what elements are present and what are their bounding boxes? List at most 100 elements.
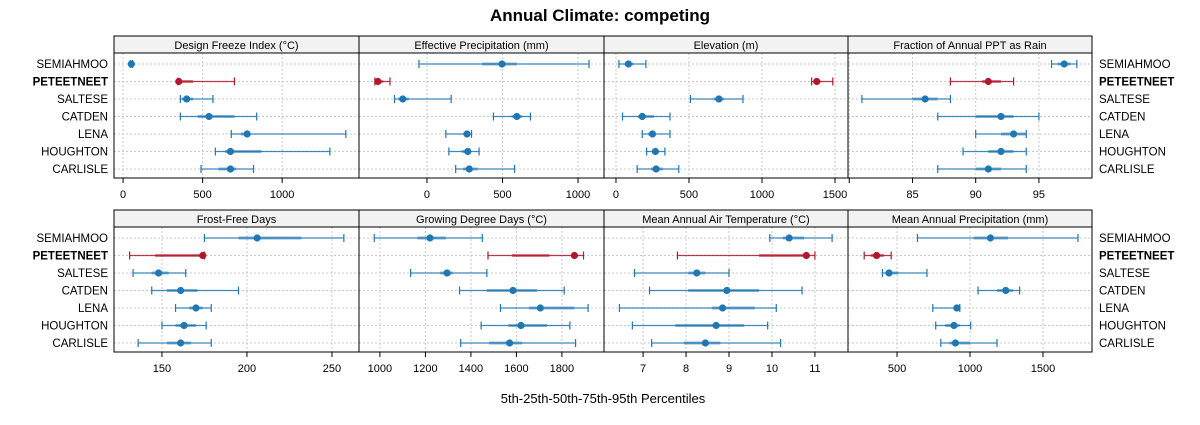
panels: Design Freeze Index (°C)0 500 1000Effectiv… bbox=[33, 35, 1174, 375]
median-point bbox=[226, 165, 235, 173]
x-tick-label: 500 bbox=[193, 189, 211, 201]
median-point bbox=[1060, 60, 1068, 68]
median-point bbox=[443, 269, 451, 277]
median-point bbox=[374, 77, 382, 86]
panel-6: Growing Degree Days (°C) 1000 1200 1400 1600… bbox=[358, 209, 605, 375]
median-point bbox=[953, 304, 961, 312]
median-point bbox=[984, 77, 992, 86]
median-point bbox=[399, 95, 407, 103]
median-point bbox=[997, 112, 1005, 121]
panel-title: Design Freeze Index (°C) bbox=[174, 40, 298, 52]
x-tick-label: 7 bbox=[640, 363, 646, 375]
median-point bbox=[463, 130, 471, 138]
median-point bbox=[701, 339, 709, 347]
median-point bbox=[205, 112, 213, 121]
x-tick-label: 1000 bbox=[368, 363, 392, 375]
site-label-left: PETEETNEET bbox=[33, 251, 108, 263]
panel-title: Fraction of Annual PPT as Rain bbox=[893, 40, 1046, 52]
panel-4: Fraction of Annual PPT as Rain 85 90 95 bbox=[847, 35, 1093, 201]
site-label-left: PETEETNEET bbox=[33, 77, 108, 89]
median-point bbox=[951, 339, 960, 347]
x-tick-label: 11 bbox=[809, 363, 820, 375]
x-tick-label: 1000 bbox=[958, 363, 982, 375]
median-point bbox=[997, 147, 1005, 156]
site-label-right: PETEETNEET bbox=[1099, 251, 1174, 263]
x-tick-label: 1600 bbox=[504, 363, 528, 375]
panel-title: Mean Annual Air Temperature (°C) bbox=[642, 214, 809, 226]
x-tick-label: 1000 bbox=[270, 189, 294, 201]
median-point bbox=[802, 251, 810, 260]
site-label-right: CARLISLE bbox=[1099, 338, 1155, 350]
site-label-left: SEMIAHMOO bbox=[36, 233, 108, 245]
median-point bbox=[873, 251, 881, 260]
x-tick-label: 10 bbox=[766, 363, 778, 375]
panel-8: Mean Annual Precipitation (mm) 500 1000 150… bbox=[847, 209, 1093, 375]
median-point bbox=[243, 130, 251, 138]
site-label-right: CATDEN bbox=[1099, 112, 1145, 124]
median-point bbox=[624, 60, 632, 68]
x-tick-label: 1500 bbox=[1031, 363, 1055, 375]
x-tick-label: 9 bbox=[726, 363, 732, 375]
x-tick-label: 1000 bbox=[566, 189, 590, 201]
x-tick-label: 1800 bbox=[550, 363, 574, 375]
median-point bbox=[253, 234, 261, 242]
x-tick-label: 500 bbox=[680, 189, 698, 201]
panel-border bbox=[358, 52, 605, 179]
x-tick-label: 150 bbox=[153, 363, 171, 375]
median-point bbox=[513, 112, 521, 121]
x-tick-label: 0 bbox=[613, 189, 619, 201]
x-axis-label: 5th-25th-50th-75th-95th Percentiles bbox=[501, 391, 706, 406]
median-point bbox=[885, 269, 893, 277]
median-point bbox=[652, 165, 660, 173]
x-tick-label: 1200 bbox=[413, 363, 437, 375]
site-label-left: SEMIAHMOO bbox=[36, 59, 108, 71]
median-point bbox=[950, 321, 958, 330]
panel-border bbox=[358, 226, 605, 353]
panel-border bbox=[113, 226, 360, 353]
median-point bbox=[517, 321, 525, 330]
median-point bbox=[183, 95, 191, 103]
panel-title: Elevation (m) bbox=[694, 40, 759, 52]
x-tick-label: 500 bbox=[888, 363, 906, 375]
panel-border bbox=[847, 52, 1093, 179]
median-point bbox=[465, 165, 473, 173]
median-point bbox=[509, 286, 517, 295]
x-tick-label: 90 bbox=[970, 189, 982, 201]
site-label-right: SALTESE bbox=[1099, 94, 1150, 106]
median-point bbox=[175, 77, 183, 86]
median-point bbox=[986, 234, 995, 242]
median-point bbox=[177, 339, 185, 347]
median-point bbox=[638, 112, 646, 121]
median-point bbox=[505, 339, 514, 347]
median-point bbox=[723, 286, 731, 295]
x-tick-label: 1000 bbox=[750, 189, 774, 201]
median-point bbox=[715, 95, 723, 103]
site-label-left: HOUGHTON bbox=[41, 147, 108, 159]
median-point bbox=[785, 234, 793, 242]
panel-title: Growing Degree Days (°C) bbox=[416, 214, 547, 226]
panel-5: Frost-Free Days 150 200 250 bbox=[113, 209, 360, 375]
site-label-right: SEMIAHMOO bbox=[1099, 233, 1171, 245]
x-tick-label: 95 bbox=[1033, 189, 1045, 201]
site-label-left: CARLISLE bbox=[52, 338, 108, 350]
panel-border bbox=[847, 226, 1093, 353]
site-label-left: CARLISLE bbox=[52, 164, 108, 176]
median-point bbox=[1010, 130, 1018, 138]
median-point bbox=[648, 130, 657, 138]
median-point bbox=[199, 251, 207, 260]
median-point bbox=[154, 269, 163, 277]
median-point bbox=[712, 321, 720, 330]
x-tick-label: 250 bbox=[323, 363, 341, 375]
site-label-right: LENA bbox=[1099, 303, 1129, 315]
median-point bbox=[1002, 286, 1010, 295]
site-label-right: HOUGHTON bbox=[1099, 147, 1166, 159]
median-point bbox=[127, 60, 135, 68]
panel-title: Mean Annual Precipitation (mm) bbox=[892, 214, 1049, 226]
chart-title: Annual Climate: competing bbox=[490, 6, 710, 25]
median-point bbox=[426, 234, 434, 242]
site-label-left: SALTESE bbox=[57, 94, 108, 106]
panel-2: Effective Precipitation (mm) 0 500 1000 bbox=[358, 35, 605, 201]
panel-1: Design Freeze Index (°C) 0 500 1000 bbox=[113, 35, 360, 201]
site-label-right: LENA bbox=[1099, 129, 1129, 141]
site-label-left: SALTESE bbox=[57, 268, 108, 280]
